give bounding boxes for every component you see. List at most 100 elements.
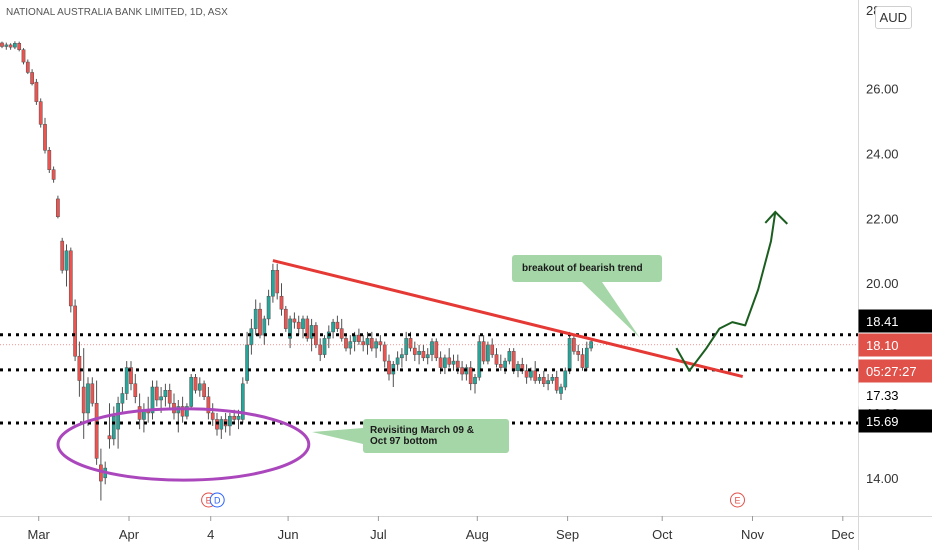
candle-body bbox=[81, 386, 86, 414]
candle-body bbox=[253, 308, 258, 329]
candle-body bbox=[288, 318, 292, 339]
price-tag-bg bbox=[858, 359, 932, 383]
candles-group bbox=[0, 41, 593, 501]
candle-body bbox=[301, 318, 305, 329]
candle-body bbox=[245, 344, 249, 381]
candle-body bbox=[400, 354, 404, 359]
candle-body bbox=[150, 386, 155, 414]
candle-body bbox=[318, 344, 323, 355]
bearish-trendline bbox=[272, 259, 744, 378]
candle-body bbox=[159, 396, 163, 401]
x-tick-label: Sep bbox=[556, 527, 579, 542]
candle-body bbox=[197, 383, 202, 391]
candle-body bbox=[516, 364, 520, 372]
breakout-callout-pointer bbox=[582, 282, 640, 338]
candle-body bbox=[490, 344, 495, 355]
x-tick-label: Oct bbox=[652, 527, 673, 542]
candle-body bbox=[21, 49, 26, 63]
breakout-callout: breakout of bearish trend bbox=[512, 255, 662, 282]
price-tag-label: 18.10 bbox=[866, 338, 899, 353]
candle-body bbox=[38, 101, 43, 125]
candle-body bbox=[477, 341, 482, 378]
candle-body bbox=[374, 341, 378, 349]
candle-body bbox=[554, 377, 559, 391]
price-tag-bg bbox=[858, 333, 932, 357]
candle-body bbox=[546, 380, 550, 385]
candle-body bbox=[34, 81, 39, 102]
candle-body bbox=[279, 295, 284, 310]
revisit-callout: Revisiting March 09 & Oct 97 bottom bbox=[363, 419, 509, 453]
candle-body bbox=[90, 383, 95, 404]
price-tag-label: 05:27:27 bbox=[866, 364, 917, 379]
candle-body bbox=[94, 402, 99, 459]
candle-body bbox=[17, 43, 22, 50]
candle-body bbox=[236, 415, 241, 420]
candle-body bbox=[266, 295, 271, 320]
candle-body bbox=[498, 364, 503, 368]
candle-body bbox=[511, 351, 516, 372]
candle-body bbox=[30, 72, 34, 85]
candle-body bbox=[460, 367, 464, 375]
candle-body bbox=[529, 370, 533, 378]
candle-body bbox=[434, 341, 439, 359]
event-marker-label: E bbox=[206, 496, 212, 506]
currency-button[interactable]: AUD bbox=[874, 6, 912, 29]
candle-body bbox=[369, 338, 374, 349]
candle-body bbox=[395, 357, 400, 365]
candle-body bbox=[64, 250, 69, 271]
candle-body bbox=[107, 435, 112, 440]
symbol-title: NATIONAL AUSTRALIA BANK LIMITED, 1D, ASX bbox=[6, 7, 228, 18]
candle-body bbox=[404, 338, 409, 355]
candle-body bbox=[271, 270, 275, 297]
candle-body bbox=[584, 347, 589, 368]
candle-body bbox=[387, 360, 391, 375]
candle-body bbox=[124, 367, 129, 394]
candle-body bbox=[163, 390, 168, 397]
candle-body bbox=[296, 321, 301, 329]
candle-body bbox=[262, 318, 267, 336]
candle-body bbox=[412, 347, 417, 355]
candle-body bbox=[524, 370, 529, 378]
x-tick-label: Aug bbox=[466, 527, 489, 542]
revisit-callout-pointer bbox=[312, 428, 363, 444]
candle-body bbox=[309, 325, 314, 339]
candle-body bbox=[559, 386, 563, 394]
price-tag-label: 17.33 bbox=[866, 388, 899, 403]
candle-body bbox=[292, 318, 297, 323]
candle-body bbox=[116, 402, 120, 430]
event-marker-label: E bbox=[734, 496, 740, 506]
candle-body bbox=[185, 406, 189, 417]
y-tick-label: 14.00 bbox=[866, 471, 899, 486]
candle-body bbox=[417, 351, 421, 355]
y-tick-label: 20.00 bbox=[866, 276, 899, 291]
candle-body bbox=[133, 383, 138, 397]
candle-body bbox=[481, 341, 486, 362]
candle-body bbox=[25, 61, 30, 73]
candle-body bbox=[563, 370, 568, 388]
candle-body bbox=[193, 377, 198, 391]
candle-body bbox=[443, 357, 447, 368]
candle-body bbox=[86, 383, 90, 414]
candle-body bbox=[507, 351, 512, 362]
x-tick-label: Jun bbox=[278, 527, 299, 542]
event-marker bbox=[209, 492, 225, 508]
candle-body bbox=[455, 360, 460, 368]
price-tag-bg bbox=[858, 409, 932, 433]
candle-body bbox=[120, 393, 125, 404]
candle-body bbox=[580, 354, 585, 368]
y-tick-label: 26.00 bbox=[866, 82, 899, 97]
candle-body bbox=[576, 351, 581, 355]
price-tag-label: 15.69 bbox=[866, 414, 899, 429]
price-tag-bg bbox=[858, 309, 932, 333]
candle-body bbox=[73, 305, 77, 357]
x-tick-label: 4 bbox=[207, 527, 214, 542]
candle-body bbox=[503, 360, 507, 368]
candle-body bbox=[378, 341, 383, 346]
x-tick-label: Apr bbox=[119, 527, 140, 542]
candle-body bbox=[43, 124, 47, 151]
price-tag-label: 18.41 bbox=[866, 314, 899, 329]
candle-body bbox=[425, 354, 430, 359]
candle-body bbox=[430, 341, 434, 355]
candle-body bbox=[283, 308, 288, 329]
